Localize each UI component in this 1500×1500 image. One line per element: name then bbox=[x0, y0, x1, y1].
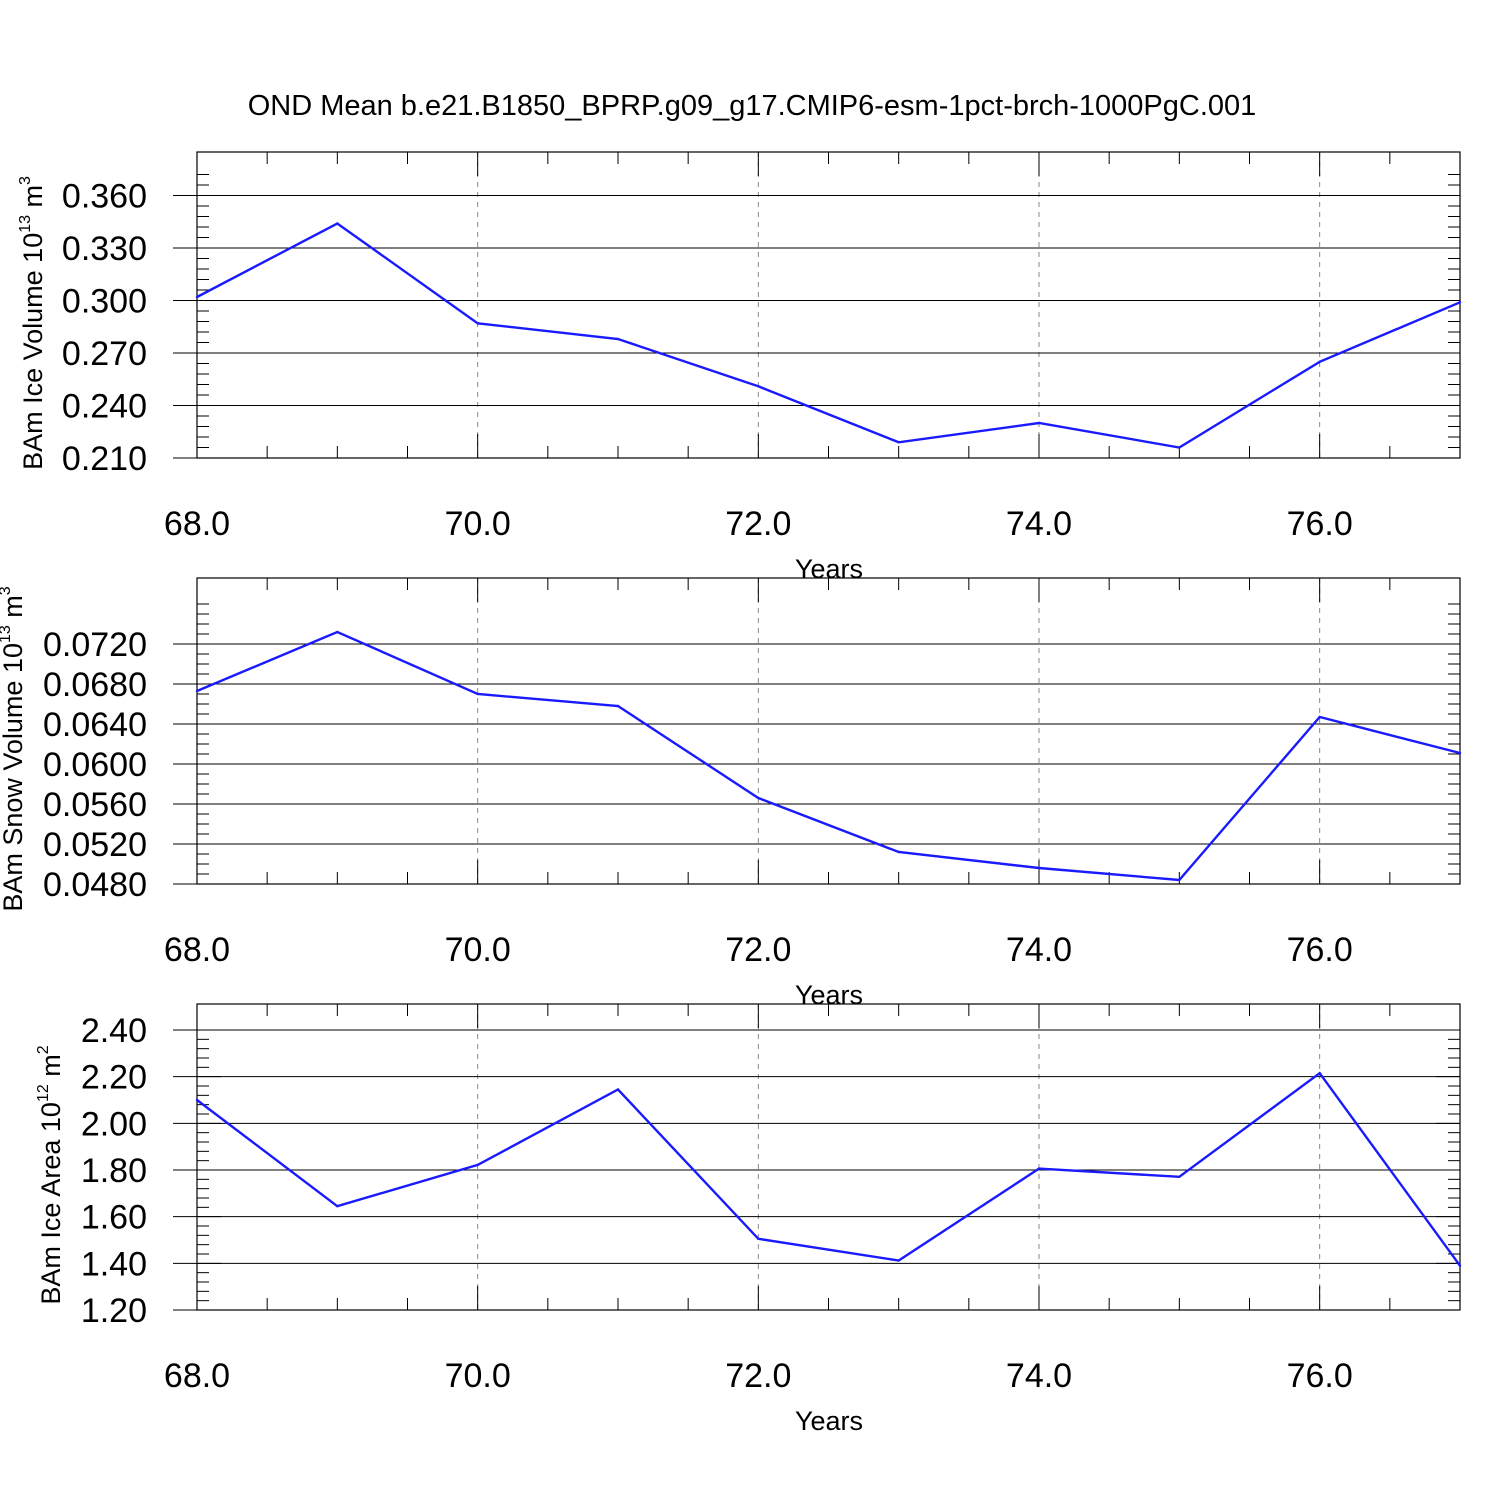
data-point bbox=[1458, 751, 1462, 755]
y-tick-label: 0.270 bbox=[62, 335, 147, 373]
data-point bbox=[1178, 1175, 1181, 1178]
x-tick-label: 74.0 bbox=[1006, 931, 1072, 969]
data-point bbox=[616, 1088, 620, 1091]
y-tick-label: 0.330 bbox=[62, 230, 147, 268]
y-tick-label: 0.0720 bbox=[43, 626, 147, 664]
y-tick-label: 0.300 bbox=[62, 283, 147, 321]
data-point bbox=[1318, 715, 1321, 719]
data-point bbox=[897, 1259, 900, 1262]
data-point bbox=[476, 1163, 479, 1167]
chart-title: OND Mean b.e21.B1850_BPRP.g09_g17.CMIP6-… bbox=[248, 90, 1257, 122]
chart-panel-3: 68.0 70.0 72.0 74.0 76.0 1.20 1.40 1.60 1.80 2.00… bbox=[35, 1003, 1462, 1436]
data-point bbox=[1318, 1071, 1321, 1075]
data-point bbox=[336, 630, 339, 634]
y-tick-label: 1.80 bbox=[81, 1152, 147, 1190]
plot-frame bbox=[196, 1003, 1461, 1311]
y-tick-label: 1.40 bbox=[81, 1245, 147, 1283]
data-point bbox=[1178, 878, 1181, 882]
data-point bbox=[757, 385, 760, 388]
y-tick-label: 0.0520 bbox=[43, 826, 147, 864]
y-axis-label: BAm Ice Area 1012 m2 bbox=[35, 1045, 66, 1304]
x-tick-label: 76.0 bbox=[1287, 1357, 1353, 1395]
x-axis-label: Years bbox=[795, 1406, 863, 1436]
x-tick-label: 72.0 bbox=[725, 931, 791, 969]
x-tick-label: 68.0 bbox=[164, 1357, 230, 1395]
x-tick-label: 70.0 bbox=[445, 931, 511, 969]
x-tick-label: 68.0 bbox=[164, 931, 230, 969]
y-tick-label: 2.00 bbox=[81, 1105, 147, 1143]
data-point bbox=[1458, 301, 1462, 304]
y-tick-label: 0.210 bbox=[62, 440, 147, 478]
y-tick-label: 0.0600 bbox=[43, 746, 147, 784]
data-point bbox=[336, 222, 339, 225]
data-point bbox=[1037, 866, 1041, 870]
x-tick-label: 76.0 bbox=[1287, 505, 1353, 543]
y-tick-label: 0.0560 bbox=[43, 786, 147, 824]
y-axis-label: BAm Snow Volume 1013 m3 bbox=[0, 586, 28, 911]
data-point bbox=[616, 337, 620, 341]
y-tick-label: 0.0680 bbox=[43, 666, 147, 704]
data-point bbox=[195, 295, 199, 299]
data-point bbox=[897, 850, 900, 854]
plot-frame bbox=[196, 577, 1461, 885]
data-point bbox=[616, 704, 620, 708]
series-line bbox=[196, 630, 1461, 882]
data-point bbox=[476, 692, 479, 696]
y-tick-label: 0.0640 bbox=[43, 706, 147, 744]
data-point bbox=[757, 796, 760, 800]
x-tick-label: 74.0 bbox=[1006, 1357, 1072, 1395]
y-tick-label: 2.40 bbox=[81, 1012, 147, 1050]
y-tick-label: 0.360 bbox=[62, 178, 147, 216]
x-tick-label: 72.0 bbox=[725, 1357, 791, 1395]
data-point bbox=[195, 1098, 199, 1102]
plot-frame bbox=[196, 151, 1461, 459]
x-tick-label: 68.0 bbox=[164, 505, 230, 543]
y-tick-label: 0.0480 bbox=[43, 866, 147, 904]
x-tick-label: 70.0 bbox=[445, 1357, 511, 1395]
y-axis-label: BAm Ice Volume 1013 m3 bbox=[17, 176, 48, 470]
chart-panel-1: 68.0 70.0 72.0 74.0 76.0 0.210 0.240 0.270 0.300… bbox=[17, 151, 1462, 584]
y-tick-label: 0.240 bbox=[62, 388, 147, 426]
y-tick-label: 1.20 bbox=[81, 1292, 147, 1330]
data-point bbox=[1318, 360, 1321, 363]
data-point bbox=[336, 1204, 339, 1208]
y-tick-label: 2.20 bbox=[81, 1059, 147, 1097]
data-point bbox=[1037, 1167, 1041, 1170]
series-line bbox=[196, 1071, 1461, 1267]
series-line bbox=[196, 222, 1461, 449]
x-tick-label: 72.0 bbox=[725, 505, 791, 543]
data-point bbox=[195, 689, 199, 693]
data-point bbox=[757, 1237, 760, 1241]
data-point bbox=[476, 322, 479, 325]
data-point bbox=[1458, 1264, 1462, 1267]
x-tick-label: 70.0 bbox=[445, 505, 511, 543]
data-point bbox=[1037, 421, 1041, 425]
y-tick-label: 1.60 bbox=[81, 1199, 147, 1237]
x-tick-label: 76.0 bbox=[1287, 931, 1353, 969]
data-point bbox=[897, 441, 900, 444]
data-point bbox=[1178, 446, 1181, 449]
chart-panel-2: 68.0 70.0 72.0 74.0 76.00.04800.05200.05600.… bbox=[0, 577, 1462, 1010]
x-tick-label: 74.0 bbox=[1006, 505, 1072, 543]
